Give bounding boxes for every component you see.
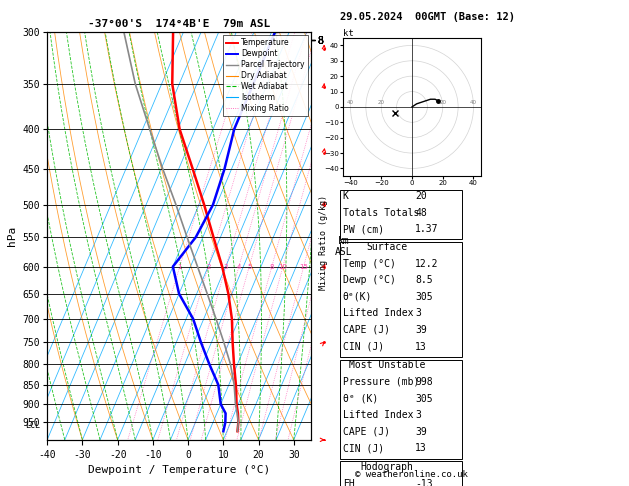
Text: 12.2: 12.2 — [415, 259, 438, 269]
Text: 1: 1 — [177, 263, 182, 270]
Text: 3: 3 — [415, 309, 421, 318]
Text: 3: 3 — [415, 410, 421, 420]
Y-axis label: hPa: hPa — [7, 226, 17, 246]
Text: Hodograph: Hodograph — [360, 462, 413, 472]
Text: 998: 998 — [415, 377, 433, 387]
Text: CIN (J): CIN (J) — [343, 443, 384, 453]
Text: 15: 15 — [299, 263, 308, 270]
Text: 20: 20 — [439, 100, 446, 105]
Text: CAPE (J): CAPE (J) — [343, 325, 390, 335]
Text: Lifted Index: Lifted Index — [343, 410, 413, 420]
Text: 20: 20 — [378, 100, 385, 105]
Text: θᵉ(K): θᵉ(K) — [343, 292, 372, 302]
Text: 20: 20 — [415, 191, 427, 201]
Legend: Temperature, Dewpoint, Parcel Trajectory, Dry Adiabat, Wet Adiabat, Isotherm, Mi: Temperature, Dewpoint, Parcel Trajectory… — [223, 35, 308, 116]
Text: Totals Totals: Totals Totals — [343, 208, 419, 218]
Text: kt: kt — [343, 29, 353, 38]
Y-axis label: km
ASL: km ASL — [335, 236, 352, 257]
Text: 39: 39 — [415, 325, 427, 335]
Title: -37°00'S  174°4B'E  79m ASL: -37°00'S 174°4B'E 79m ASL — [88, 19, 270, 30]
Text: Surface: Surface — [366, 243, 408, 252]
Text: 2: 2 — [206, 263, 211, 270]
Text: 305: 305 — [415, 394, 433, 403]
Text: PW (cm): PW (cm) — [343, 224, 384, 234]
Text: Mixing Ratio (g/kg): Mixing Ratio (g/kg) — [320, 195, 328, 291]
Text: CIN (J): CIN (J) — [343, 342, 384, 351]
Text: Temp (°C): Temp (°C) — [343, 259, 396, 269]
Text: 1.37: 1.37 — [415, 224, 438, 234]
Text: EH: EH — [343, 479, 355, 486]
Text: -13: -13 — [415, 479, 433, 486]
Text: 305: 305 — [415, 292, 433, 302]
X-axis label: Dewpoint / Temperature (°C): Dewpoint / Temperature (°C) — [88, 465, 270, 475]
Text: 5: 5 — [247, 263, 252, 270]
Text: 48: 48 — [415, 208, 427, 218]
Text: 39: 39 — [415, 427, 427, 436]
Text: Pressure (mb): Pressure (mb) — [343, 377, 419, 387]
Text: 13: 13 — [415, 342, 427, 351]
Text: 13: 13 — [415, 443, 427, 453]
Text: Lifted Index: Lifted Index — [343, 309, 413, 318]
Text: 40: 40 — [470, 100, 477, 105]
Text: K: K — [343, 191, 348, 201]
Text: CAPE (J): CAPE (J) — [343, 427, 390, 436]
Text: 4: 4 — [237, 263, 241, 270]
Text: θᵉ (K): θᵉ (K) — [343, 394, 378, 403]
Text: 10: 10 — [279, 263, 287, 270]
Text: Most Unstable: Most Unstable — [348, 361, 425, 370]
Text: 40: 40 — [347, 100, 354, 105]
Text: 29.05.2024  00GMT (Base: 12): 29.05.2024 00GMT (Base: 12) — [340, 12, 515, 22]
Text: 8: 8 — [269, 263, 274, 270]
Text: Dewp (°C): Dewp (°C) — [343, 276, 396, 285]
Text: LCL: LCL — [25, 421, 40, 431]
Text: © weatheronline.co.uk: © weatheronline.co.uk — [355, 469, 468, 479]
Text: 8.5: 8.5 — [415, 276, 433, 285]
Text: 3: 3 — [224, 263, 228, 270]
